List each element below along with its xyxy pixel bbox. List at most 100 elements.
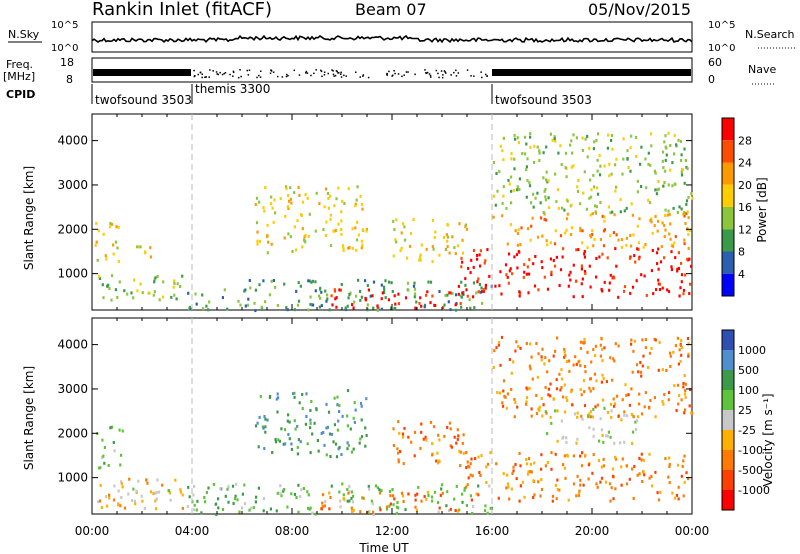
range-gate-cell: [309, 302, 312, 306]
range-gate-cell: [102, 232, 105, 236]
nave-dot: [285, 75, 288, 78]
range-gate-cell: [547, 206, 551, 210]
range-gate-cell: [659, 260, 663, 264]
range-gate-cell: [620, 418, 623, 422]
range-gate-cell: [543, 362, 546, 366]
range-gate-cell: [640, 273, 643, 277]
range-gate-cell: [460, 295, 463, 299]
range-gate-cell: [493, 194, 496, 198]
range-gate-cell: [429, 301, 432, 305]
range-gate-cell: [680, 353, 683, 357]
range-gate-cell: [572, 295, 575, 299]
nave-dot: [305, 70, 308, 73]
range-gate-cell: [666, 288, 669, 292]
range-gate-cell: [133, 278, 136, 282]
range-gate-cell: [617, 238, 620, 242]
range-gate-cell: [458, 449, 461, 453]
range-gate-cell: [556, 488, 559, 491]
range-gate-cell: [542, 176, 545, 180]
range-gate-cell: [282, 488, 286, 491]
range-gate-cell: [593, 185, 596, 189]
range-gate-cell: [402, 222, 405, 226]
nave-dot: [306, 72, 309, 74]
range-gate-cell: [601, 398, 605, 402]
range-gate-cell: [637, 247, 640, 251]
nave-dot: [335, 70, 338, 72]
range-gate-cell: [570, 388, 573, 392]
nave-dot: [345, 75, 347, 77]
range-gate-cell: [416, 492, 419, 496]
range-gate-cell: [650, 269, 653, 273]
range-gate-cell: [565, 396, 568, 400]
range-gate-cell: [193, 503, 196, 507]
range-gate-cell: [448, 291, 451, 295]
range-gate-cell: [469, 271, 472, 275]
range-gate-cell: [583, 255, 586, 259]
nave-dot: [208, 76, 210, 78]
range-gate-cell: [599, 164, 602, 168]
nave-dot: [201, 73, 203, 75]
range-gate-cell: [430, 499, 434, 503]
range-gate-cell: [608, 288, 611, 292]
range-gate-cell: [446, 490, 449, 494]
range-gate-cell: [270, 279, 273, 283]
range-gate-cell: [505, 206, 508, 210]
range-gate-cell: [262, 206, 265, 210]
range-gate-cell: [680, 261, 683, 265]
range-gate-cell: [654, 171, 657, 175]
range-gate-cell: [352, 416, 355, 420]
range-gate-cell: [344, 308, 347, 312]
range-gate-cell: [602, 377, 605, 381]
range-gate-cell: [307, 234, 310, 238]
range-gate-cell: [684, 159, 687, 162]
range-gate-cell: [649, 201, 652, 205]
range-gate-cell: [672, 244, 675, 248]
range-gate-cell: [631, 213, 634, 217]
range-gate-cell: [687, 233, 690, 237]
range-gate-cell: [464, 225, 467, 229]
range-gate-cell: [103, 461, 106, 465]
range-gate-cell: [318, 305, 321, 309]
range-gate-cell: [611, 467, 615, 471]
range-gate-cell: [620, 245, 623, 249]
nave-dot: [443, 70, 446, 72]
range-gate-cell: [446, 426, 449, 429]
range-gate-cell: [621, 398, 624, 402]
range-gate-cell: [669, 144, 672, 147]
range-gate-cell: [254, 288, 257, 292]
range-gate-cell: [412, 284, 416, 288]
range-gate-cell: [466, 460, 469, 464]
range-gate-cell: [333, 288, 336, 292]
range-gate-cell: [587, 415, 590, 419]
range-gate-cell: [633, 465, 636, 468]
range-gate-cell: [351, 227, 354, 231]
range-gate-cell: [669, 354, 672, 358]
range-gate-cell: [571, 151, 574, 155]
range-gate-cell: [98, 466, 101, 470]
range-gate-cell: [285, 185, 288, 189]
range-gate-cell: [546, 461, 549, 464]
nave-dot: [394, 72, 396, 75]
range-gate-cell: [620, 483, 623, 487]
range-gate-cell: [576, 474, 579, 478]
range-gate-cell: [279, 484, 282, 488]
range-gate-cell: [109, 225, 112, 229]
range-gate-cell: [459, 464, 462, 468]
range-gate-cell: [528, 386, 531, 390]
range-gate-cell: [513, 157, 516, 161]
range-gate-cell: [685, 199, 689, 203]
range-gate-cell: [132, 296, 135, 300]
range-gate-cell: [669, 364, 672, 368]
range-gate-cell: [339, 499, 342, 503]
range-gate-cell: [466, 294, 469, 298]
range-gate-cell: [359, 437, 362, 441]
range-gate-cell: [406, 281, 410, 285]
range-gate-cell: [668, 462, 671, 466]
range-gate-cell: [589, 389, 592, 393]
range-gate-cell: [668, 456, 671, 460]
range-gate-cell: [355, 294, 358, 298]
nave-dot: [457, 72, 460, 74]
range-gate-cell: [544, 385, 547, 389]
range-gate-cell: [613, 402, 617, 406]
range-gate-cell: [255, 196, 259, 200]
